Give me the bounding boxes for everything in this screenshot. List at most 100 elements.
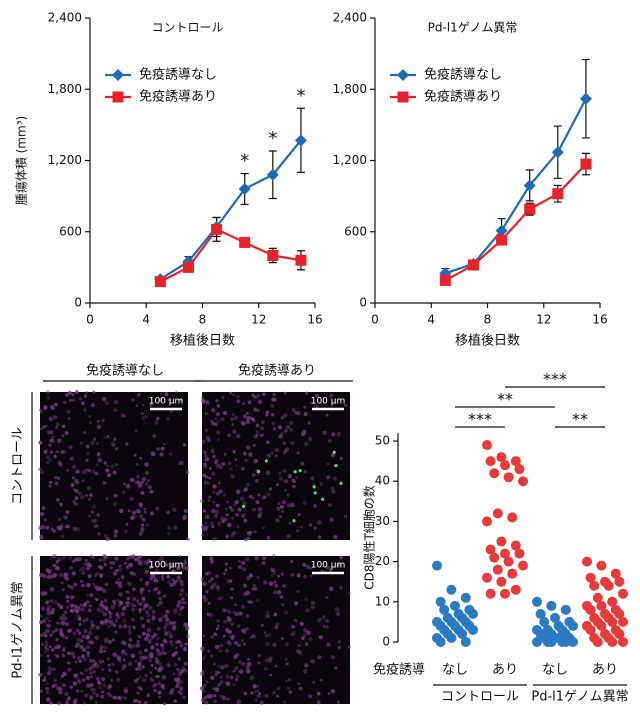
cell [88,695,94,700]
cell [237,660,243,665]
cell [78,568,82,572]
cell [230,675,234,680]
cell [54,566,58,571]
cell [223,517,228,522]
cell [65,700,69,705]
cell [61,654,65,658]
cell [146,693,150,698]
cell [136,392,141,397]
cell [279,504,284,509]
cell [125,442,129,446]
cell [124,652,128,656]
cell [151,610,156,615]
cell [73,698,78,703]
cell [67,661,71,665]
cell [48,458,52,462]
data-point [510,584,521,595]
cell [76,677,81,682]
cell [254,478,259,483]
cell [106,657,111,661]
x-axis-label: 移植後日数 [455,334,520,349]
cell [310,605,315,610]
cell [313,526,317,530]
marker [267,250,279,261]
cell [76,656,81,661]
cell [240,467,245,471]
cell [133,604,137,607]
cell [182,566,186,570]
cell [161,615,165,619]
cell [128,562,133,567]
cell [102,553,107,559]
cell [147,485,153,490]
cell [256,684,260,688]
cell [308,523,313,527]
cell [312,681,315,684]
cell [179,685,183,690]
cell [82,648,87,653]
cell [126,483,130,487]
cell [111,560,116,566]
significance: *** [543,370,567,389]
cell [242,501,247,506]
cell [284,429,288,433]
data-point [446,632,457,643]
cell [96,453,101,457]
cell [67,651,71,656]
cell [208,476,212,480]
data-point [492,508,503,519]
cell [169,634,173,639]
cell [100,605,106,610]
significance: *** [468,410,492,429]
cell [209,521,215,526]
cell [144,609,150,615]
cell [211,450,215,454]
cell [139,456,143,460]
cell [258,692,262,695]
cell [55,422,60,427]
cell [45,682,49,686]
cell [265,634,269,638]
cell [281,603,285,607]
cell [176,566,180,571]
cell [178,608,183,612]
cell [67,667,72,672]
cell [282,441,286,446]
cell [107,639,112,644]
cell [185,593,189,596]
cell [219,675,223,679]
series-line [444,163,587,282]
cell [118,564,122,568]
cell [69,565,74,570]
cell [260,426,265,431]
cell [137,509,142,514]
cell [135,404,139,408]
cell [137,666,142,671]
cell [52,554,57,559]
cell [156,447,161,451]
cell [131,607,136,612]
cell [308,566,313,570]
cell [123,414,126,418]
cell [278,471,282,475]
cell [54,481,59,486]
cell [232,610,236,615]
cell [265,613,270,619]
marker [238,183,251,195]
cell [62,616,68,621]
cell [158,558,162,562]
cell [84,668,89,672]
cell [265,413,269,417]
cell [203,696,207,700]
cell [130,617,135,622]
cell [130,477,135,483]
cell [216,624,220,628]
cell [73,501,78,506]
cell [154,586,159,591]
cell [209,556,214,561]
cell [130,653,135,658]
scale-bar-label: 100 μm [149,561,184,571]
cell [273,590,277,595]
cell [80,639,84,643]
cell [85,617,89,622]
